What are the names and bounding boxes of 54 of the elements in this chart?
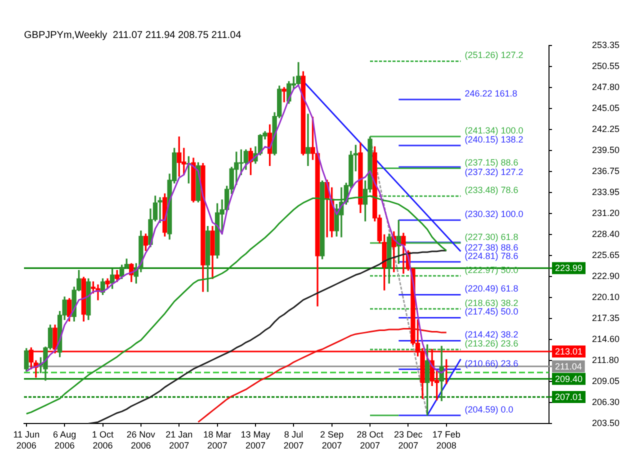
series-label: (217.45) 50.0 xyxy=(464,306,518,317)
series-label: (210.66) 23.6 xyxy=(464,358,518,368)
chart-title: GBPJPYm,Weekly 211.07 211.94 208.75 211.04 xyxy=(24,30,242,42)
y-tick-label: 253.35 xyxy=(592,40,620,50)
ref-line-label: 223.99 xyxy=(555,263,583,274)
ref-line-label: 207.01 xyxy=(555,392,583,402)
y-tick-label: 225.65 xyxy=(592,250,620,260)
y-tick-label: 206.30 xyxy=(592,396,620,407)
x-tick-label: 13 May 2007 xyxy=(240,429,271,450)
y-tick-label: 214.60 xyxy=(592,334,620,344)
series-label: (227.38) 88.6 xyxy=(464,242,518,252)
series-label: (251.26) 127.2 xyxy=(464,50,524,60)
y-tick-label: 209.05 xyxy=(592,376,620,386)
series-label: (213.26) 23.6 xyxy=(464,338,518,349)
y-tick-label: 247.80 xyxy=(592,82,620,92)
x-tick-label: 11 Jun 2006 xyxy=(13,429,40,450)
series-label: (237.15) 88.6 xyxy=(464,157,518,168)
ref-line-label: 213.01 xyxy=(555,346,583,356)
y-tick-label: 250.55 xyxy=(592,61,620,72)
x-tick-label: 18 Mar 2007 xyxy=(203,429,232,450)
x-tick-label: 26 Nov 2006 xyxy=(126,429,156,450)
series-label: (240.15) 138.2 xyxy=(464,134,524,145)
y-tick-label: 231.20 xyxy=(592,208,620,218)
y-tick-label: 236.75 xyxy=(592,166,620,176)
y-tick-label: 203.50 xyxy=(592,418,620,428)
y-tick-label: 242.25 xyxy=(592,124,620,134)
x-tick-label: 23 Dec 2007 xyxy=(394,429,423,450)
x-tick-label: 28 Oct 2007 xyxy=(356,429,384,450)
y-tick-label: 228.40 xyxy=(592,229,620,240)
y-tick-label: 233.95 xyxy=(592,187,620,198)
x-tick-label: 17 Feb 2008 xyxy=(432,429,460,450)
series-label: (237.32) 127.2 xyxy=(464,167,524,177)
series-label: (230.32) 100.0 xyxy=(464,209,524,220)
series-label: 246.22 161.8 xyxy=(464,88,518,98)
ref-line-label: 211.04 xyxy=(555,361,582,372)
x-tick-label: 8 Jul 2007 xyxy=(284,429,304,450)
y-tick-label: 222.90 xyxy=(592,270,620,281)
ref-line-label: 209.40 xyxy=(555,374,583,384)
y-tick-label: 220.10 xyxy=(592,292,620,302)
series-label: (218.63) 38.2 xyxy=(464,298,518,308)
series-label: (204.59) 0.0 xyxy=(464,404,514,414)
y-tick-label: 211.80 xyxy=(592,355,619,366)
y-tick-label: 217.35 xyxy=(592,313,620,324)
x-tick-label: 1 Oct 2006 xyxy=(92,429,114,450)
x-tick-label: 21 Jan 2007 xyxy=(166,429,193,450)
series-label: (220.49) 61.8 xyxy=(464,284,518,294)
series-label: (214.42) 38.2 xyxy=(464,330,518,340)
series-label: (227.30) 61.8 xyxy=(464,232,518,242)
series-label: (241.34) 100.0 xyxy=(464,126,524,136)
x-tick-label: 2 Sep 2007 xyxy=(320,429,344,450)
y-tick-label: 239.50 xyxy=(592,144,620,155)
series-label: (233.48) 78.6 xyxy=(464,185,518,196)
y-tick-label: 245.05 xyxy=(592,102,620,113)
x-tick-label: 6 Aug 2006 xyxy=(53,429,76,450)
